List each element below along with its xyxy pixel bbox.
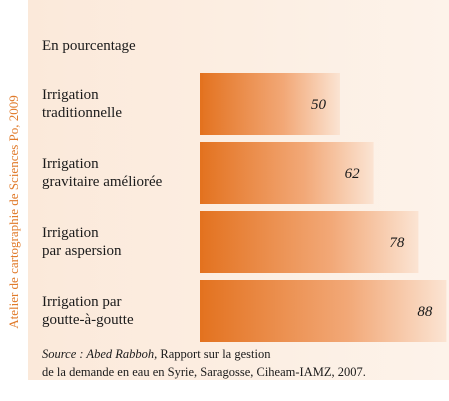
value-label: 88 [417, 304, 433, 320]
category-label: Irrigation [42, 225, 99, 241]
source-text: Rapport sur la gestion [160, 347, 271, 361]
value-label: 62 [345, 166, 361, 182]
category-label: goutte-à-goutte [42, 312, 134, 328]
category-label: Irrigation [42, 156, 99, 172]
category-label: Irrigation [42, 87, 99, 103]
bar [200, 73, 340, 135]
credit: Atelier de cartographie de Sciences Po, … [6, 95, 21, 329]
category-label: par aspersion [42, 243, 122, 259]
source-line-2: de la demande en eau en Syrie, Saragosse… [42, 365, 366, 379]
value-label: 50 [311, 97, 327, 113]
bar [200, 142, 374, 204]
bar-edge [200, 280, 203, 342]
bar-edge [200, 211, 203, 273]
category-label: Irrigation par [42, 294, 122, 310]
source-label: Source : Abed Rabboh, [42, 347, 157, 361]
bar [200, 211, 419, 273]
subtitle: En pourcentage [42, 38, 136, 54]
source-line-1: Source : Abed Rabboh, Rapport sur la ges… [42, 347, 271, 361]
bar-edge [200, 142, 203, 204]
category-label: traditionnelle [42, 105, 122, 121]
category-label: gravitaire améliorée [42, 174, 163, 190]
bar [200, 280, 447, 342]
bar-edge [200, 73, 203, 135]
value-label: 78 [389, 235, 405, 251]
